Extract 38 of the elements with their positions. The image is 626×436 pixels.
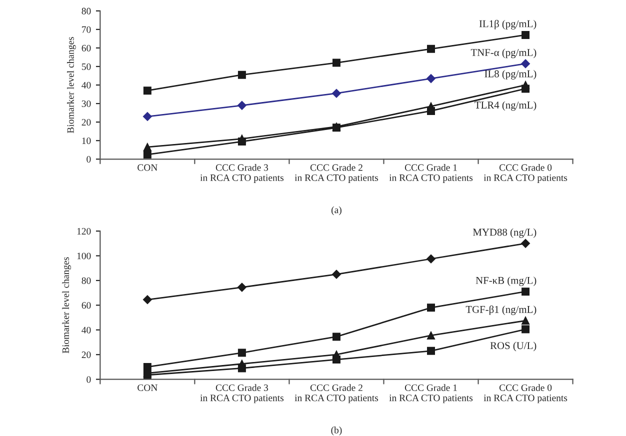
y-tick-label: 80 [82,8,91,14]
x-tick-label: CCC Grade 0 in RCA CTO patients [484,384,568,404]
x-tick-label: CCC Grade 3 in RCA CTO patients [200,384,284,404]
y-tick-label: 0 [86,156,91,163]
series-label: MYD88 (ng/L) [473,228,536,238]
series-label: ROS (U/L) [490,342,536,352]
y-tick-label: 30 [82,100,91,108]
y-tick-label: 10 [82,138,91,144]
y-tick-label: 70 [82,26,91,33]
x-tick-label: CCC Grade 2 in RCA CTO patients [294,164,378,183]
y-tick-label: 60 [82,302,91,309]
y-tick-label: 40 [82,82,91,88]
x-tick-label: CCC Grade 1 in RCA CTO patients [389,164,473,183]
x-tick-label: CCC Grade 0 in RCA CTO patients [484,164,568,183]
series-label: TGF-β1 (ng/mL) [466,306,536,316]
series-label: NF-κB (mg/L) [476,276,536,286]
y-tick-label: 100 [77,252,91,260]
y-tick-label: 50 [82,63,91,70]
series-label: TNF-α (pg/mL) [470,48,536,58]
x-tick-label: CCC Grade 3 in RCA CTO patients [200,164,284,183]
series-label: IL1β (pg/mL) [479,20,536,30]
text: (a) [332,206,342,216]
x-tick-label: CON [138,164,158,171]
y-tick-label: 20 [82,118,91,126]
y-tick-label: 20 [82,352,91,358]
text: (b) [331,426,342,436]
y-axis-title: Biomarker level changes [62,257,71,354]
x-tick-label: CON [138,384,158,392]
x-tick-label: CCC Grade 1 in RCA CTO patients [389,384,473,404]
y-tick-label: 0 [86,376,91,383]
y-axis-title: Biomarker level changes [67,37,76,134]
series-label: IL8 (pg/mL) [484,70,536,80]
y-tick-label: 60 [82,44,91,52]
y-tick-label: 40 [82,326,91,334]
series-label: TLR4 (ng/mL) [474,101,536,111]
x-tick-label: CCC Grade 2 in RCA CTO patients [294,384,378,404]
y-tick-label: 120 [77,228,91,235]
y-tick-label: 80 [82,277,91,284]
